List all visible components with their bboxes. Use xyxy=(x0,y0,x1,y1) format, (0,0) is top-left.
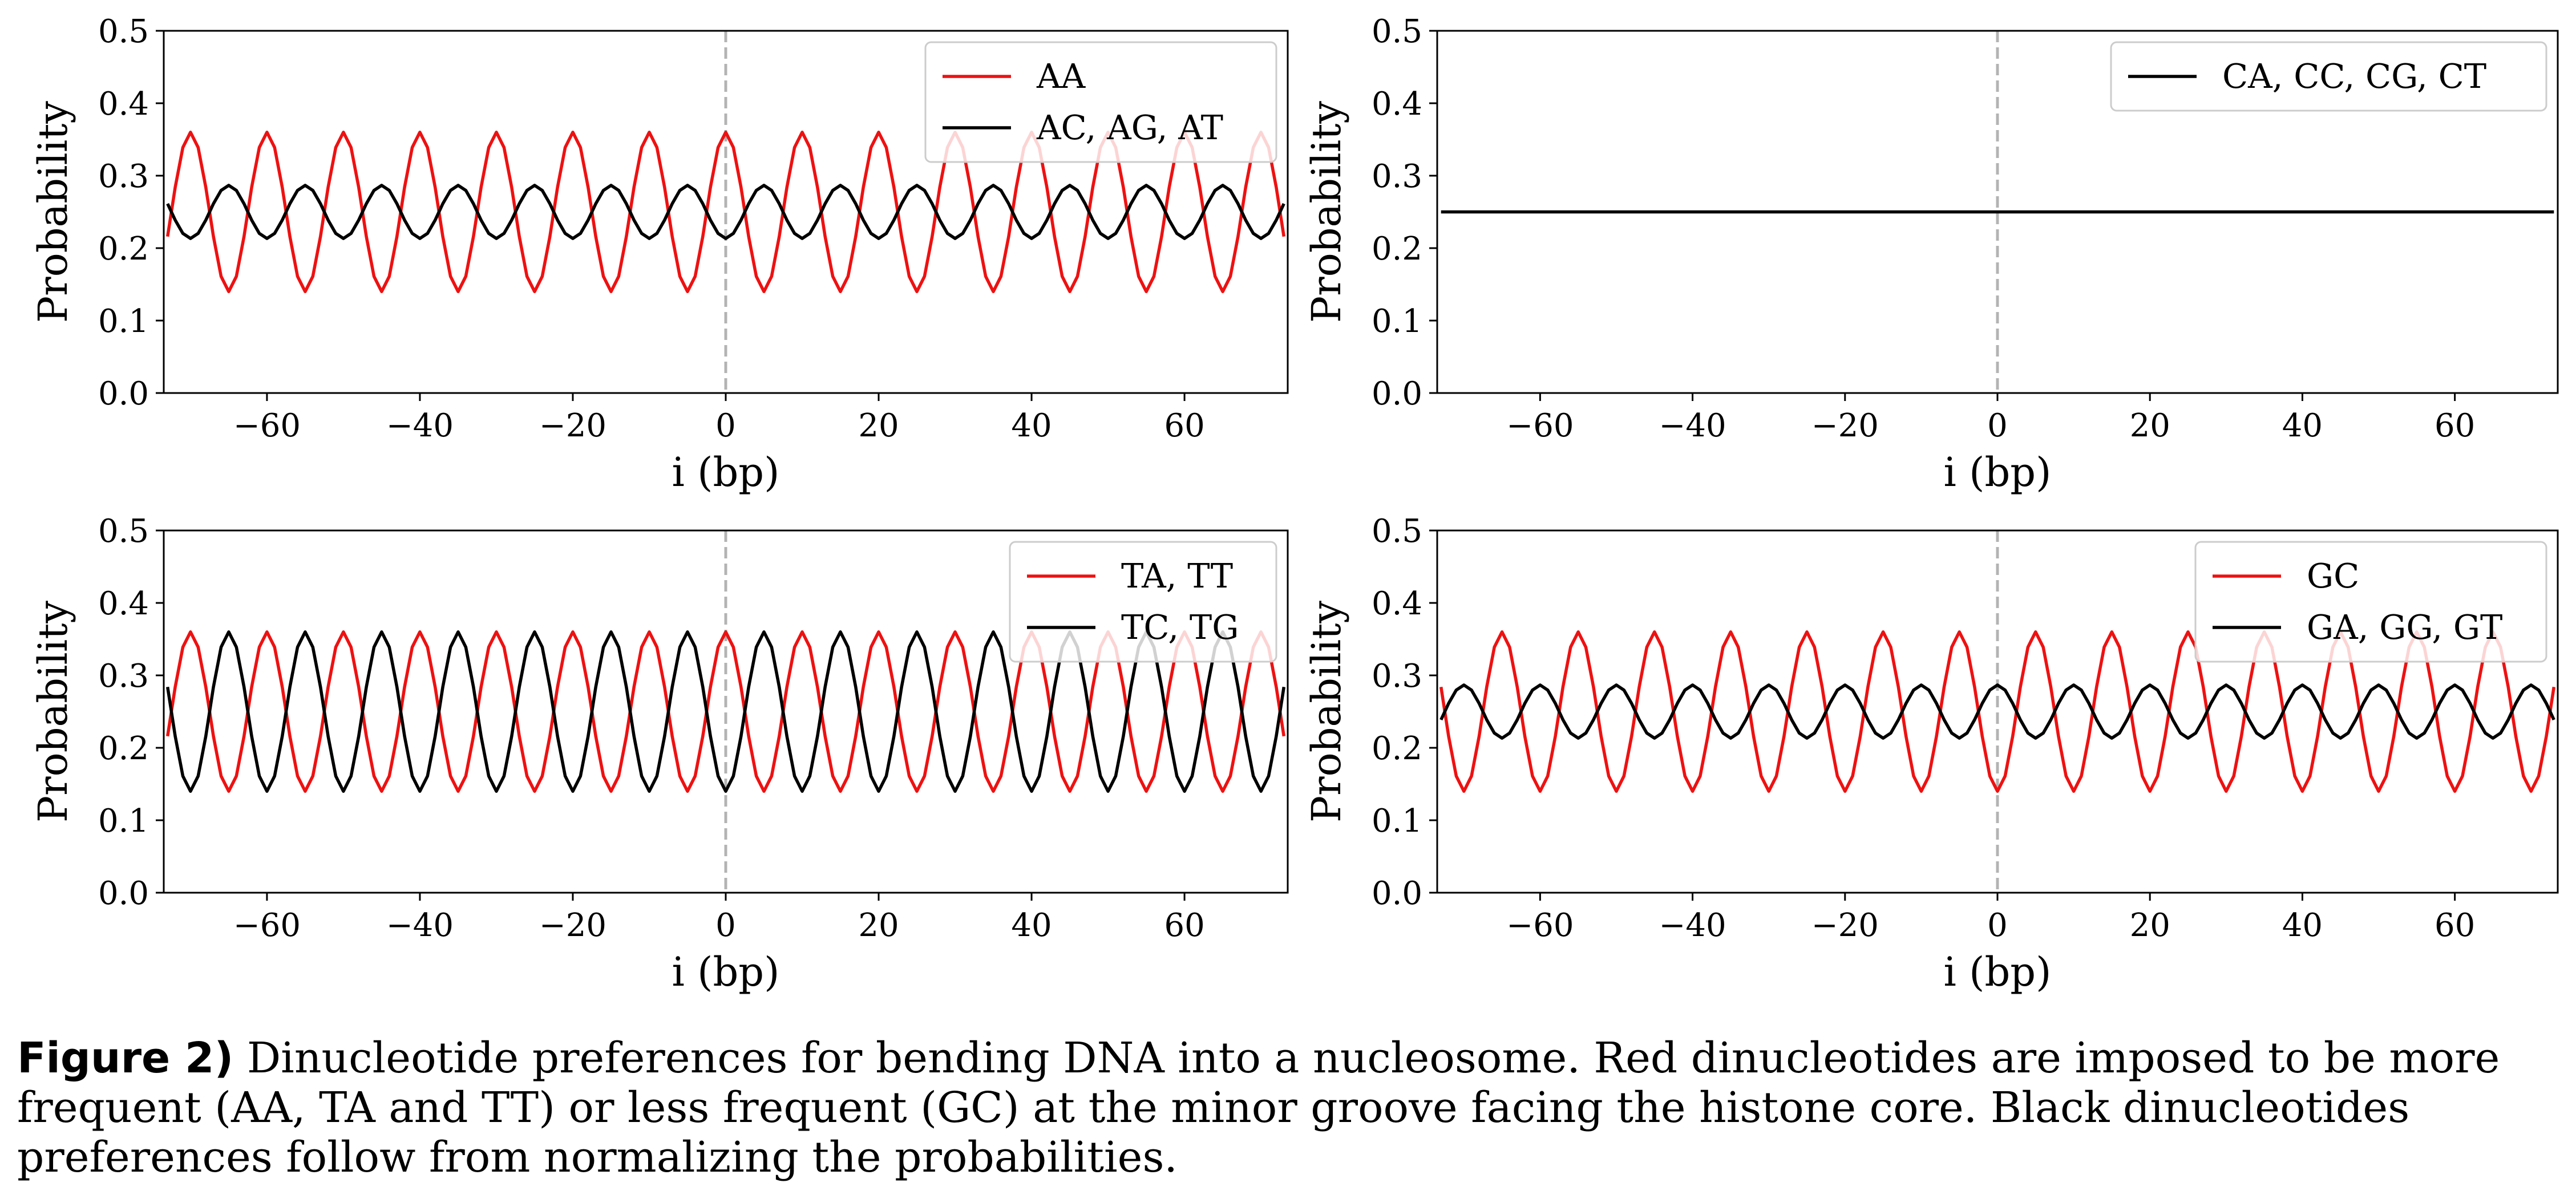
x-axis-label: i (bp) xyxy=(1944,949,2052,995)
x-tick-label: 40 xyxy=(1011,407,1052,444)
legend-entry-label: TA, TT xyxy=(1121,556,1233,596)
y-axis-label: Probability xyxy=(30,101,76,323)
y-tick-label: 0.4 xyxy=(98,86,149,123)
y-tick-label: 0.3 xyxy=(98,158,149,195)
x-tick-label: 0 xyxy=(715,407,736,444)
x-tick-label: 20 xyxy=(2130,907,2170,944)
x-tick-label: 20 xyxy=(858,907,899,944)
y-tick-label: 0.5 xyxy=(1372,13,1422,50)
legend-box xyxy=(1009,541,1277,663)
chart-panel-top-right: −60 −40 −20 0 20 40 60 0.0 0.1 0.2 0.3 0.4 0.5 i (bp)… xyxy=(1303,13,2559,496)
x-tick-label: −60 xyxy=(233,407,301,444)
chart-panel-bottom-left: −60 −40 −20 0 20 40 60 0.0 0.1 0.2 0.3 0.4 0.5 i (bp)… xyxy=(30,513,1289,995)
y-tick-label: 0.2 xyxy=(98,730,149,767)
legend-box xyxy=(2110,41,2547,112)
legend-entry-label: TC, TG xyxy=(1121,607,1239,647)
legend-box xyxy=(924,41,1277,163)
y-tick-label: 0.1 xyxy=(98,303,149,340)
figure-caption: Figure 2) Dinucleotide preferences for b… xyxy=(17,1034,2550,1182)
y-tick-label: 0.2 xyxy=(98,230,149,268)
caption-text: Dinucleotide preferences for bending DNA… xyxy=(17,1034,2500,1182)
x-tick-label: −60 xyxy=(233,907,301,944)
y-tick-label: 0.4 xyxy=(98,585,149,622)
x-tick-label: 60 xyxy=(1164,407,1204,444)
x-tick-label: 60 xyxy=(2435,407,2475,444)
x-axis-label: i (bp) xyxy=(672,949,780,995)
x-axis-label: i (bp) xyxy=(1944,449,2052,496)
y-tick-label: 0.3 xyxy=(1372,158,1422,195)
x-tick-label: −20 xyxy=(1811,907,1879,944)
x-tick-label: 60 xyxy=(2435,907,2475,944)
legend: TA, TT TC, TG xyxy=(1009,541,1277,663)
series-line-1 xyxy=(1439,683,2555,740)
legend-box xyxy=(2194,541,2547,663)
legend-entry-label: GC xyxy=(2307,556,2359,596)
series-line-1 xyxy=(165,630,1286,793)
y-tick-label: 0.5 xyxy=(98,513,149,550)
y-tick-label: 0.4 xyxy=(1372,585,1422,622)
series-line-1 xyxy=(166,184,1285,240)
x-tick-label: 0 xyxy=(1987,907,2008,944)
x-tick-label: −60 xyxy=(1506,407,1574,444)
legend-entry-label: AA xyxy=(1036,56,1086,96)
y-axis-label: Probability xyxy=(1303,101,1350,323)
y-tick-label: 0.5 xyxy=(1372,513,1422,550)
y-axis-label: Probability xyxy=(30,601,76,823)
x-tick-label: −40 xyxy=(386,407,454,444)
x-tick-label: −20 xyxy=(539,407,606,444)
caption-label: Figure 2) xyxy=(17,1034,234,1083)
legend-entry-label: GA, GG, GT xyxy=(2307,607,2502,647)
legend: CA, CC, CG, CT xyxy=(2110,41,2547,112)
x-tick-label: 40 xyxy=(1011,907,1052,944)
x-axis-label: i (bp) xyxy=(672,449,780,496)
figure-panels: −60 −40 −20 0 20 40 60 0.0 0.1 0.2 0.3 0.4 0.5 i (bp)… xyxy=(30,13,2559,995)
y-tick-label: 0.0 xyxy=(98,375,149,412)
x-tick-label: 40 xyxy=(2282,407,2323,444)
x-tick-label: 40 xyxy=(2282,907,2323,944)
x-tick-label: 0 xyxy=(1987,407,2008,444)
x-tick-label: −60 xyxy=(1506,907,1574,944)
legend: AA AC, AG, AT xyxy=(924,41,1277,163)
y-tick-label: 0.1 xyxy=(1372,303,1422,340)
y-tick-label: 0.2 xyxy=(1372,730,1422,767)
x-tick-label: −20 xyxy=(1811,407,1879,444)
x-tick-label: 20 xyxy=(2130,407,2170,444)
x-tick-label: −40 xyxy=(386,907,454,944)
x-tick-label: 0 xyxy=(715,907,736,944)
x-tick-label: −20 xyxy=(539,907,606,944)
chart-panel-top-left: −60 −40 −20 0 20 40 60 0.0 0.1 0.2 0.3 0.4 0.5 i (bp)… xyxy=(30,13,1289,496)
x-tick-label: 60 xyxy=(1164,907,1204,944)
y-tick-label: 0.4 xyxy=(1372,86,1422,123)
legend: GC GA, GG, GT xyxy=(2194,541,2547,663)
y-axis-label: Probability xyxy=(1303,601,1350,823)
legend-entry-label: AC, AG, AT xyxy=(1036,108,1223,147)
y-tick-label: 0.5 xyxy=(98,13,149,50)
series-line-0 xyxy=(1439,630,2556,793)
y-tick-label: 0.0 xyxy=(1372,875,1422,912)
y-tick-label: 0.2 xyxy=(1372,230,1422,268)
y-tick-label: 0.3 xyxy=(1372,658,1422,695)
chart-panel-bottom-right: −60 −40 −20 0 20 40 60 0.0 0.1 0.2 0.3 0.4 0.5 i (bp)… xyxy=(1303,513,2559,995)
legend-entry-label: CA, CC, CG, CT xyxy=(2222,56,2486,96)
y-tick-label: 0.1 xyxy=(98,803,149,840)
x-tick-label: −40 xyxy=(1659,407,1726,444)
y-tick-label: 0.3 xyxy=(98,658,149,695)
y-tick-label: 0.0 xyxy=(1372,375,1422,412)
y-tick-label: 0.0 xyxy=(98,875,149,912)
x-tick-label: −40 xyxy=(1659,907,1726,944)
y-tick-label: 0.1 xyxy=(1372,803,1422,840)
x-tick-label: 20 xyxy=(858,407,899,444)
